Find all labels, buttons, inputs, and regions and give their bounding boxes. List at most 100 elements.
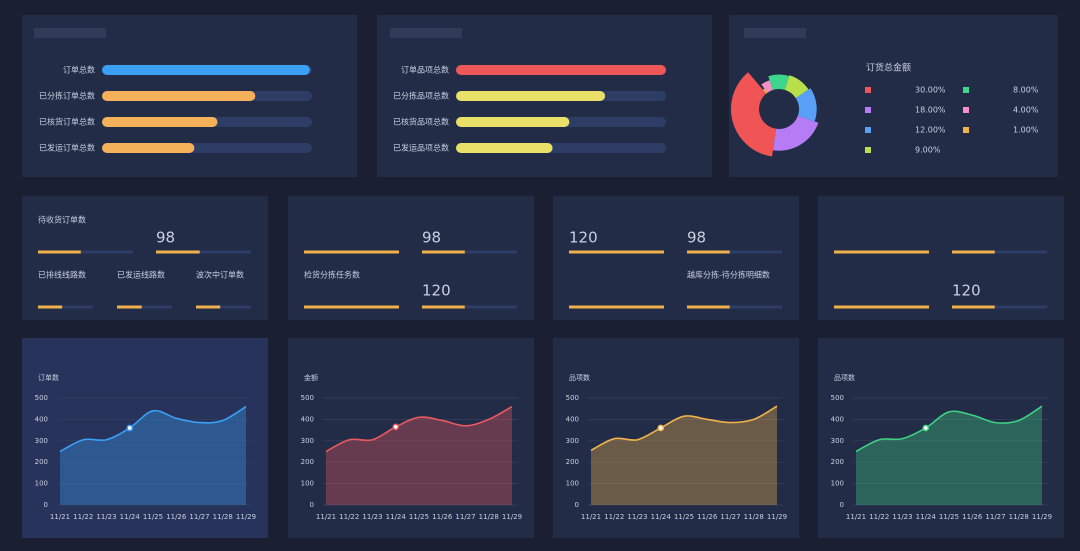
progress-track [38, 250, 133, 254]
y-tick-label: 0 [575, 501, 579, 509]
area [326, 406, 512, 505]
stat-value: 120 [952, 282, 981, 300]
y-tick-label: 500 [566, 394, 579, 402]
y-tick-label: 100 [831, 480, 844, 488]
y-tick-label: 100 [35, 480, 48, 488]
y-tick-label: 200 [35, 458, 48, 466]
stat-label: 已发运线路数 [117, 270, 165, 280]
legend-value: 18.00% [915, 106, 946, 115]
x-tick-label: 11/28 [479, 513, 499, 521]
bar [456, 91, 606, 101]
y-tick-label: 200 [831, 458, 844, 466]
legend-swatch [865, 147, 871, 153]
bar [102, 65, 310, 75]
legend-swatch [963, 87, 969, 93]
progress-bar [304, 250, 399, 254]
progress-bar [38, 305, 63, 309]
bar-label: 订单品项总数 [401, 65, 449, 75]
rose-segment [772, 115, 819, 151]
y-tick-label: 200 [566, 458, 579, 466]
y-tick-label: 500 [35, 394, 48, 402]
stat-label: 已排线线路数 [38, 270, 86, 280]
stat-label: 待收货订单数 [38, 215, 86, 225]
progress-bar [569, 305, 664, 309]
progress-bar [687, 305, 730, 309]
y-tick-label: 400 [35, 415, 48, 423]
progress-track [156, 250, 251, 254]
panel [729, 15, 1058, 177]
x-tick-label: 11/28 [744, 513, 764, 521]
x-tick-label: 11/25 [143, 513, 163, 521]
progress-bar [38, 250, 81, 254]
line [325, 405, 513, 453]
bar-label: 已核货品项总数 [393, 117, 449, 127]
x-tick-label: 11/22 [869, 513, 889, 521]
bar [456, 65, 666, 75]
progress-track [422, 305, 517, 309]
line [59, 405, 247, 453]
rose-segment [768, 74, 790, 90]
x-tick-label: 11/24 [386, 513, 407, 521]
x-tick-label: 11/28 [213, 513, 233, 521]
progress-bar [952, 250, 995, 254]
stat-value: 98 [156, 229, 175, 247]
legend-swatch [963, 127, 969, 133]
x-tick-label: 11/25 [939, 513, 959, 521]
progress-bar [422, 250, 465, 254]
blurred-title [744, 28, 806, 38]
rose-segment [762, 88, 768, 94]
series-name: 品项数 [569, 373, 590, 382]
progress-bar [422, 305, 465, 309]
x-tick-label: 11/23 [362, 513, 382, 521]
legend-value: 9.00% [915, 146, 941, 155]
bar-label: 已分拣品项总数 [393, 91, 449, 101]
panel [818, 196, 1064, 320]
progress-track [38, 305, 93, 309]
highlight-point [922, 424, 930, 432]
stat-label: 波次中订单数 [196, 270, 244, 280]
x-tick-label: 11/25 [409, 513, 429, 521]
legend-value: 30.00% [915, 86, 946, 95]
y-tick-label: 400 [301, 415, 314, 423]
stat-label: 检货分拣任务数 [304, 270, 360, 280]
series-name: 订单数 [38, 373, 59, 382]
highlight-point [126, 424, 134, 432]
line [855, 405, 1043, 453]
progress-bar [952, 305, 995, 309]
x-tick-label: 11/24 [120, 513, 141, 521]
x-tick-label: 11/21 [50, 513, 70, 521]
x-tick-label: 11/23 [627, 513, 647, 521]
area [591, 406, 777, 505]
x-tick-label: 11/25 [674, 513, 694, 521]
x-tick-label: 11/24 [651, 513, 672, 521]
bar-label: 已发运订单总数 [39, 143, 95, 153]
progress-bar [687, 250, 730, 254]
y-tick-label: 0 [840, 501, 844, 509]
x-tick-label: 11/21 [581, 513, 601, 521]
x-tick-label: 11/21 [846, 513, 866, 521]
legend-swatch [865, 87, 871, 93]
y-tick-label: 100 [566, 480, 579, 488]
progress-track [952, 305, 1047, 309]
progress-bar [304, 305, 399, 309]
area [856, 406, 1042, 505]
y-tick-label: 400 [566, 415, 579, 423]
y-tick-label: 100 [301, 480, 314, 488]
progress-bar [117, 305, 142, 309]
bar-label: 已发运品项总数 [393, 143, 449, 153]
y-tick-label: 500 [831, 394, 844, 402]
rose-segment [761, 80, 773, 93]
x-tick-label: 11/29 [1032, 513, 1052, 521]
progress-track [117, 305, 172, 309]
x-tick-label: 11/29 [236, 513, 256, 521]
y-tick-label: 300 [301, 437, 314, 445]
bar [456, 143, 553, 153]
y-tick-label: 300 [831, 437, 844, 445]
x-tick-label: 11/23 [892, 513, 912, 521]
x-tick-label: 11/27 [985, 513, 1005, 521]
x-tick-label: 11/27 [720, 513, 740, 521]
y-tick-label: 300 [35, 437, 48, 445]
stat-value: 120 [422, 282, 451, 300]
y-tick-label: 300 [566, 437, 579, 445]
y-tick-label: 400 [831, 415, 844, 423]
